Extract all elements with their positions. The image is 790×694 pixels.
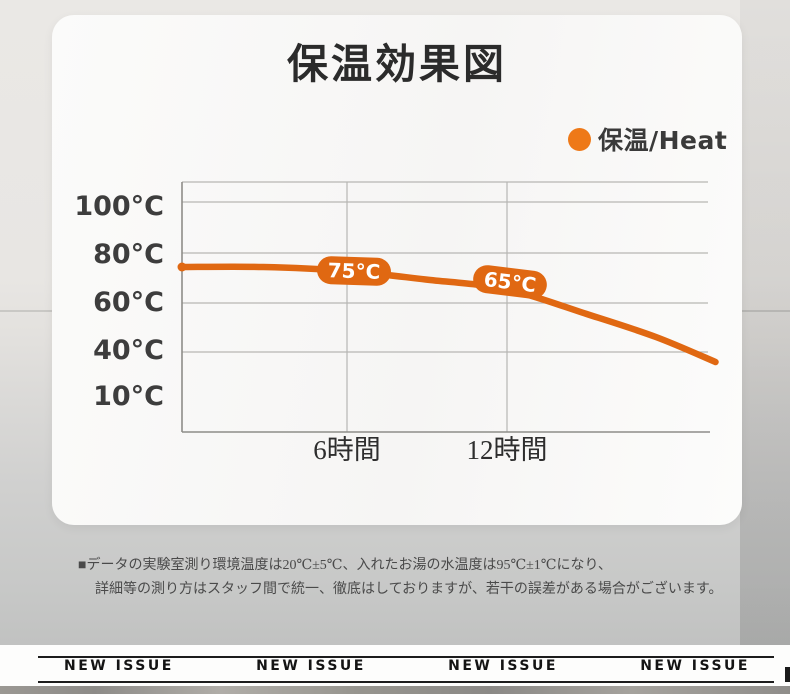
banner-text: NEW ISSUE	[256, 658, 366, 674]
curve-start-point	[177, 262, 187, 272]
legend-label: 保温/Heat	[598, 126, 728, 155]
x-tick-label: 6時間	[313, 435, 381, 465]
page-title: 保温効果図	[287, 41, 507, 87]
banner-text: NEW ISSUE	[640, 658, 750, 674]
y-tick-label: 80°C	[93, 239, 164, 270]
y-tick-label: 40°C	[93, 335, 164, 366]
y-tick-label: 100°C	[74, 191, 164, 222]
banner-row: NEW ISSUE NEW ISSUE NEW ISSUE NEW ISSUE	[0, 658, 790, 675]
y-tick-label: 10°C	[93, 381, 164, 412]
gridlines	[182, 181, 708, 432]
chart-card	[52, 15, 742, 525]
banner-bottom-line	[38, 681, 774, 683]
y-tick-label: 60°C	[93, 287, 164, 318]
background-right-shade	[740, 0, 790, 646]
product-photo-edge	[0, 686, 790, 694]
legend-dot-icon	[568, 127, 591, 151]
heat-curve	[178, 263, 719, 366]
banner-text: NEW ISSUE	[64, 658, 174, 674]
data-point-label-75c: 75°C	[316, 255, 392, 287]
footnote-line-1: ■データの実験室測り環境温度は20℃±5℃、入れたお湯の水温度は95℃±1℃にな…	[78, 558, 612, 573]
banner-top-line	[38, 656, 774, 658]
axes	[181, 182, 710, 433]
x-tick-label: 12時間	[466, 435, 548, 465]
legend: 保温/Heat	[568, 121, 727, 157]
banner-edge-mark	[785, 667, 790, 682]
footnote-line-2: 詳細等の測り方はスタッフ間で統一、徹底はしておりますが、若干の誤差がある場合がご…	[95, 582, 723, 597]
banner-text: NEW ISSUE	[448, 658, 558, 674]
new-issue-banner: NEW ISSUE NEW ISSUE NEW ISSUE NEW ISSUE	[0, 645, 790, 686]
